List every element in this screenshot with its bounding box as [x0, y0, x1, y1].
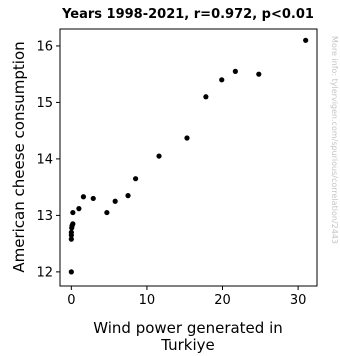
y-tick-label-1: 13 [36, 209, 53, 224]
chart-title: Years 1998-2021, r=0.972, p<0.01 [61, 7, 314, 22]
data-point-3 [68, 229, 74, 235]
data-point-9 [80, 194, 87, 200]
data-point-13 [125, 193, 131, 199]
x-axis-label-line-2: Turkiye [160, 336, 215, 354]
y-tick-label-0: 12 [36, 265, 53, 280]
data-point-7 [70, 209, 76, 216]
x-tick-label-3: 30 [290, 293, 307, 308]
data-point-10 [90, 195, 96, 202]
data-point-16 [184, 135, 190, 141]
data-point-12 [112, 198, 118, 204]
data-point-14 [132, 176, 139, 182]
x-tick-label-1: 10 [139, 293, 156, 308]
data-points [68, 37, 309, 275]
data-point-20 [256, 71, 262, 77]
data-point-0 [68, 269, 74, 275]
y-axis-ticks: 12 13 14 15 16 [36, 39, 60, 280]
x-tick-label-0: 0 [67, 293, 75, 308]
data-point-21 [303, 37, 309, 43]
x-tick-label-2: 20 [214, 293, 231, 308]
plot-area: 0 10 20 30 12 13 14 15 16 [36, 28, 318, 308]
data-point-1 [68, 236, 74, 242]
plot-frame [59, 28, 318, 287]
data-point-6 [70, 221, 76, 227]
data-point-8 [76, 206, 82, 212]
y-tick-label-2: 14 [36, 152, 53, 167]
watermark: More info: tylervigen.com/spurious/corre… [330, 36, 339, 244]
x-axis-ticks: 0 10 20 30 [67, 286, 306, 308]
y-tick-label-3: 15 [36, 96, 53, 111]
data-point-17 [203, 94, 209, 100]
y-tick-label-4: 16 [36, 39, 53, 54]
data-point-15 [156, 153, 162, 159]
y-axis-label: American cheese consumption [10, 41, 28, 272]
x-axis-label-line-1: Wind power generated in [93, 319, 283, 337]
data-point-19 [232, 68, 238, 74]
data-point-18 [219, 77, 225, 83]
data-point-11 [104, 209, 110, 216]
